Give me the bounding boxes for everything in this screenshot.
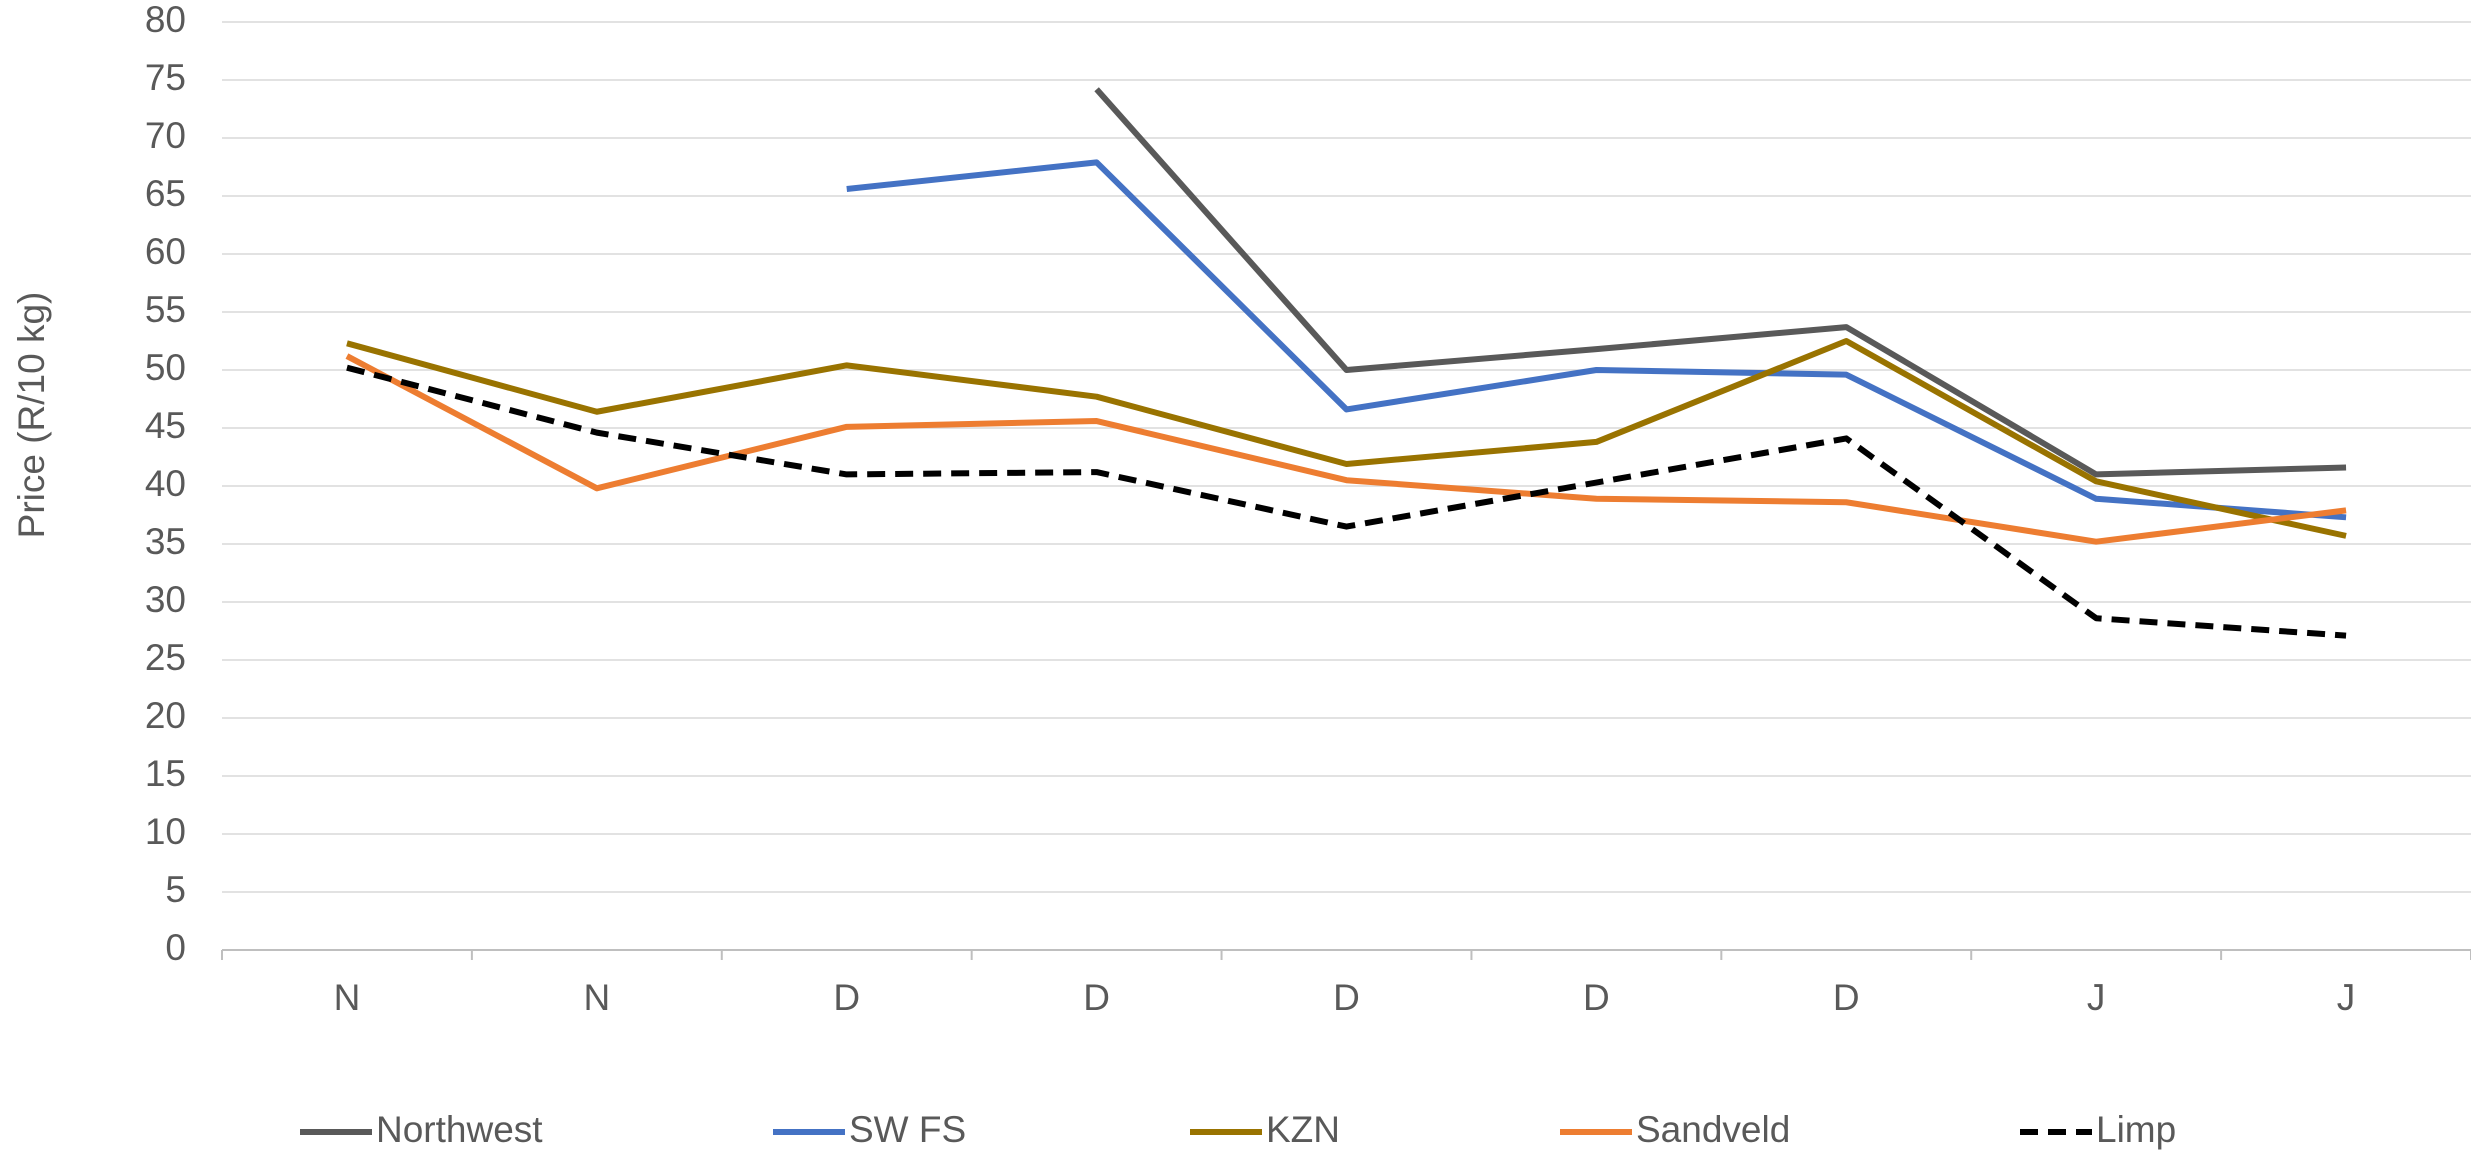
- x-tick-label: D: [833, 977, 860, 1018]
- x-tick-label: J: [2337, 977, 2356, 1018]
- y-tick-label: 35: [145, 521, 186, 562]
- legend-label: KZN: [1266, 1109, 1340, 1150]
- series-line: [846, 159, 2347, 521]
- x-tick-label: N: [334, 977, 361, 1018]
- y-tick-label: 65: [145, 173, 186, 214]
- x-tick-label: D: [1333, 977, 1360, 1018]
- x-tick-label: J: [2087, 977, 2106, 1018]
- x-tick-label: D: [1583, 977, 1610, 1018]
- y-tick-label: 55: [145, 289, 186, 330]
- y-tick-label: 70: [145, 115, 186, 156]
- y-tick-label: 0: [165, 927, 186, 968]
- legend-label: SW FS: [849, 1109, 966, 1150]
- y-tick-label: 15: [145, 753, 186, 794]
- legend-label: Sandveld: [1636, 1109, 1790, 1150]
- y-tick-label: 25: [145, 637, 186, 678]
- legend-label: Limp: [2096, 1109, 2176, 1150]
- series-line: [346, 364, 2347, 639]
- y-tick-label: 50: [145, 347, 186, 388]
- y-tick-label: 40: [145, 463, 186, 504]
- y-tick-label: 20: [145, 695, 186, 736]
- x-tick-label: N: [583, 977, 610, 1018]
- x-tick-label: D: [1833, 977, 1860, 1018]
- y-axis-label: Price (R/10 kg): [11, 292, 52, 539]
- y-tick-label: 45: [145, 405, 186, 446]
- legend-label: Northwest: [376, 1109, 543, 1150]
- y-tick-label: 60: [145, 231, 186, 272]
- series-line: [345, 353, 2347, 545]
- y-tick-label: 5: [165, 869, 186, 910]
- y-tick-label: 75: [145, 57, 186, 98]
- series-line: [1094, 87, 2347, 478]
- y-tick-label: 10: [145, 811, 186, 852]
- series-line: [346, 338, 2347, 539]
- x-tick-label: D: [1083, 977, 1110, 1018]
- y-tick-label: 30: [145, 579, 186, 620]
- y-tick-label: 80: [145, 0, 186, 40]
